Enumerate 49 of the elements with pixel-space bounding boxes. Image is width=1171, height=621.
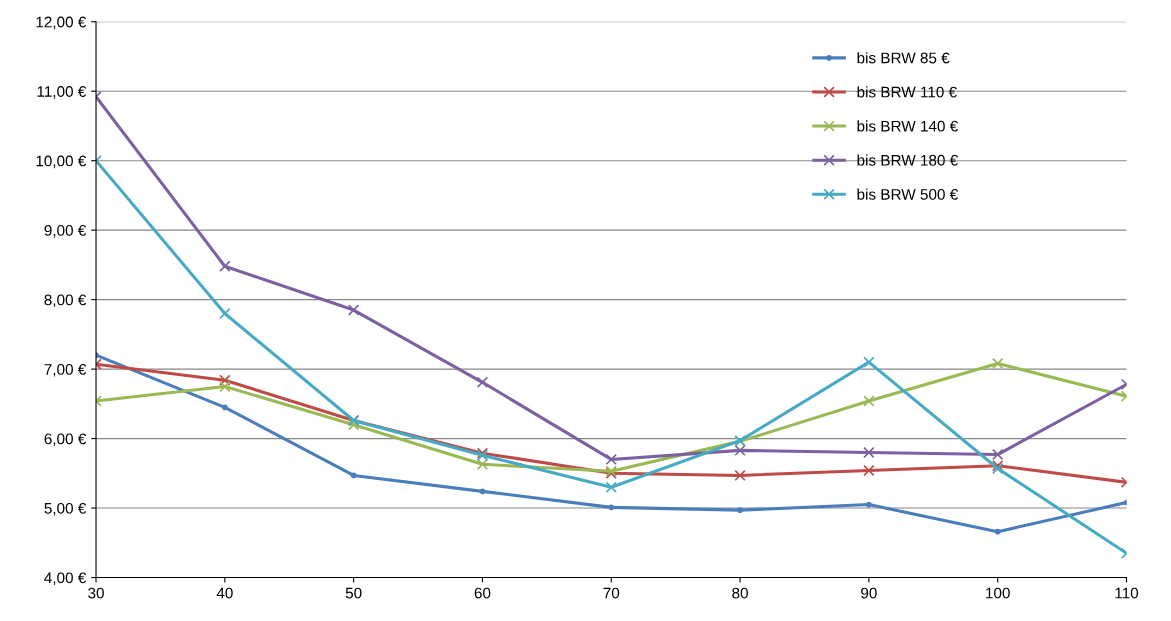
x-tick-label: 90: [861, 587, 877, 599]
y-tick-label: 4,00 €: [44, 572, 87, 586]
point: [605, 453, 617, 466]
x-tick-label: 80: [732, 587, 748, 599]
point: [734, 469, 746, 482]
point: [221, 404, 228, 411]
x-tick-label: 30: [88, 587, 104, 599]
point: [479, 488, 486, 495]
x-tick-label: 110: [1115, 587, 1139, 599]
point: [994, 528, 1001, 535]
point: [219, 260, 231, 272]
y-tick-label: 5,00 €: [44, 502, 87, 516]
point: [734, 444, 746, 457]
y-tick-label: 10,00 €: [36, 155, 87, 169]
point: [350, 472, 357, 479]
x-tick-label: 70: [603, 587, 620, 599]
point: [991, 448, 1004, 461]
point: [476, 376, 489, 389]
y-tick-label: 12,00 €: [36, 16, 87, 30]
legend-label: bis BRW 140 €: [857, 120, 958, 132]
point: [347, 418, 360, 431]
line-series: [96, 352, 1127, 535]
point: [605, 481, 617, 493]
point: [608, 504, 615, 511]
legend-label: bis BRW 85 €: [857, 52, 950, 64]
point: [737, 507, 743, 514]
legend-label: bis BRW 500 €: [857, 188, 958, 200]
x-tick-label: 40: [216, 587, 233, 599]
point: [219, 374, 231, 386]
x-tick-label: 60: [474, 587, 491, 599]
y-tick-label: 11,00 €: [37, 86, 87, 99]
y-tick-label: 7,00 €: [44, 363, 87, 377]
point: [219, 380, 231, 393]
point: [219, 307, 231, 320]
legend-label: bis BRW 110 €: [857, 86, 957, 98]
x-tick-label: 100: [986, 587, 1010, 599]
point: [863, 464, 875, 477]
point: [863, 446, 875, 459]
point: [865, 501, 872, 508]
x-tick-label: 50: [345, 587, 362, 599]
y-tick-label: 6,00 €: [44, 433, 87, 447]
point: [991, 357, 1004, 370]
y-tick-label: 8,00 €: [44, 294, 87, 308]
legend-label: bis BRW 180 €: [857, 154, 958, 166]
point: [347, 304, 360, 316]
y-tick-label: 9,00 €: [44, 225, 87, 238]
point: [476, 458, 489, 470]
point: [863, 356, 875, 368]
point: [863, 395, 875, 407]
